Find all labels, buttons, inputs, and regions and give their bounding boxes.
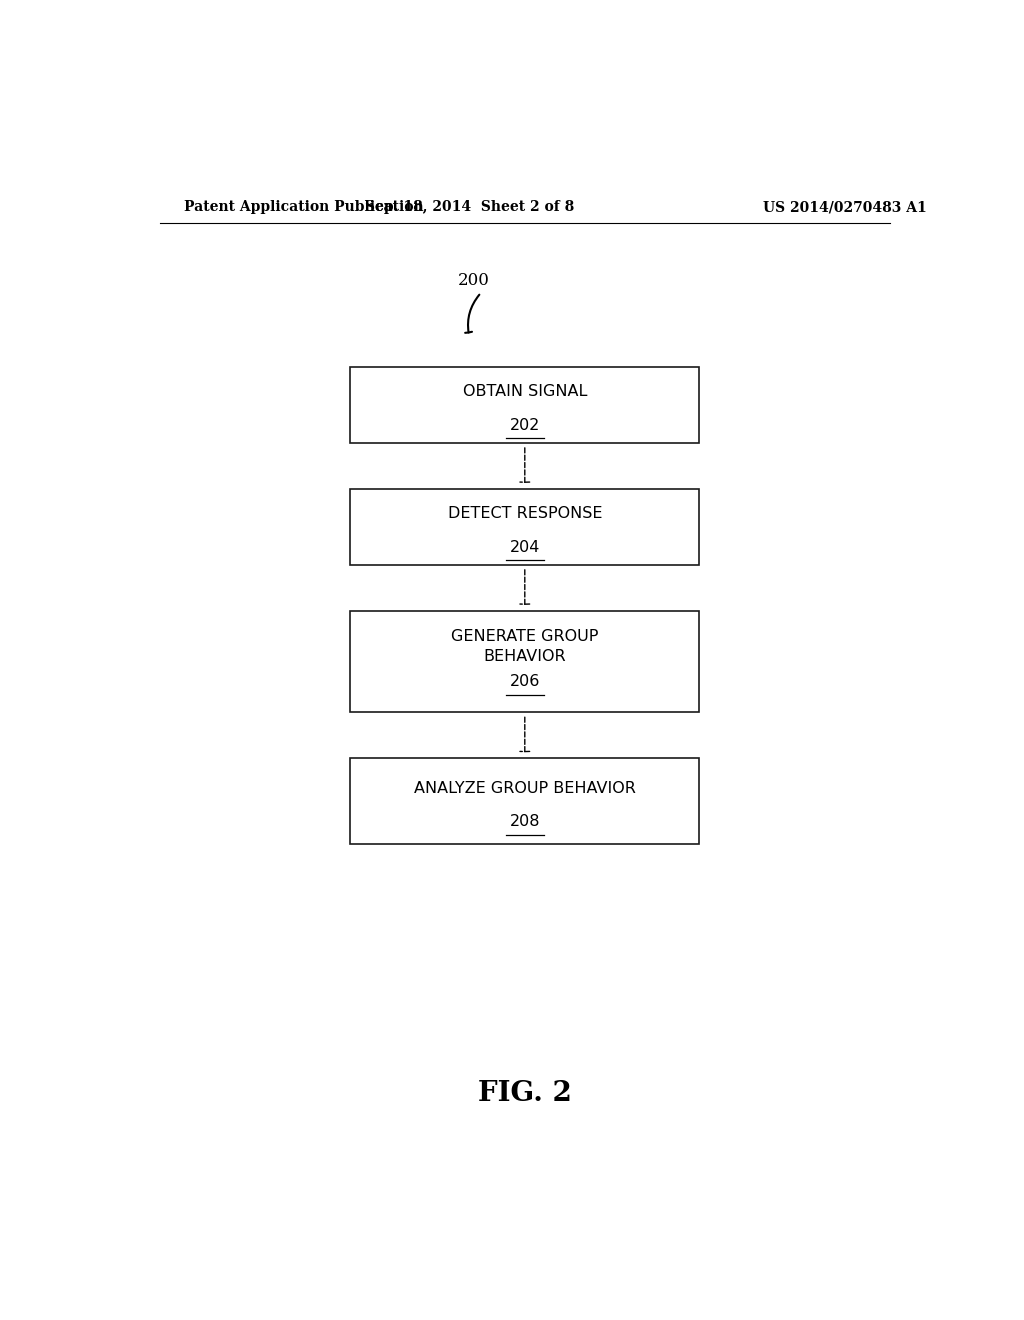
Text: Sep. 18, 2014  Sheet 2 of 8: Sep. 18, 2014 Sheet 2 of 8	[365, 201, 573, 214]
FancyBboxPatch shape	[350, 488, 699, 565]
Text: 202: 202	[510, 417, 540, 433]
Text: 204: 204	[510, 540, 540, 554]
Text: 200: 200	[458, 272, 489, 289]
Text: GENERATE GROUP
BEHAVIOR: GENERATE GROUP BEHAVIOR	[452, 628, 598, 664]
Text: FIG. 2: FIG. 2	[478, 1080, 571, 1107]
Text: 208: 208	[510, 814, 540, 829]
FancyBboxPatch shape	[350, 758, 699, 845]
Text: DETECT RESPONSE: DETECT RESPONSE	[447, 506, 602, 521]
Text: Patent Application Publication: Patent Application Publication	[183, 201, 423, 214]
Text: 206: 206	[510, 675, 540, 689]
Text: ANALYZE GROUP BEHAVIOR: ANALYZE GROUP BEHAVIOR	[414, 780, 636, 796]
Text: US 2014/0270483 A1: US 2014/0270483 A1	[763, 201, 927, 214]
FancyBboxPatch shape	[350, 611, 699, 713]
FancyBboxPatch shape	[350, 367, 699, 444]
Text: OBTAIN SIGNAL: OBTAIN SIGNAL	[463, 384, 587, 399]
